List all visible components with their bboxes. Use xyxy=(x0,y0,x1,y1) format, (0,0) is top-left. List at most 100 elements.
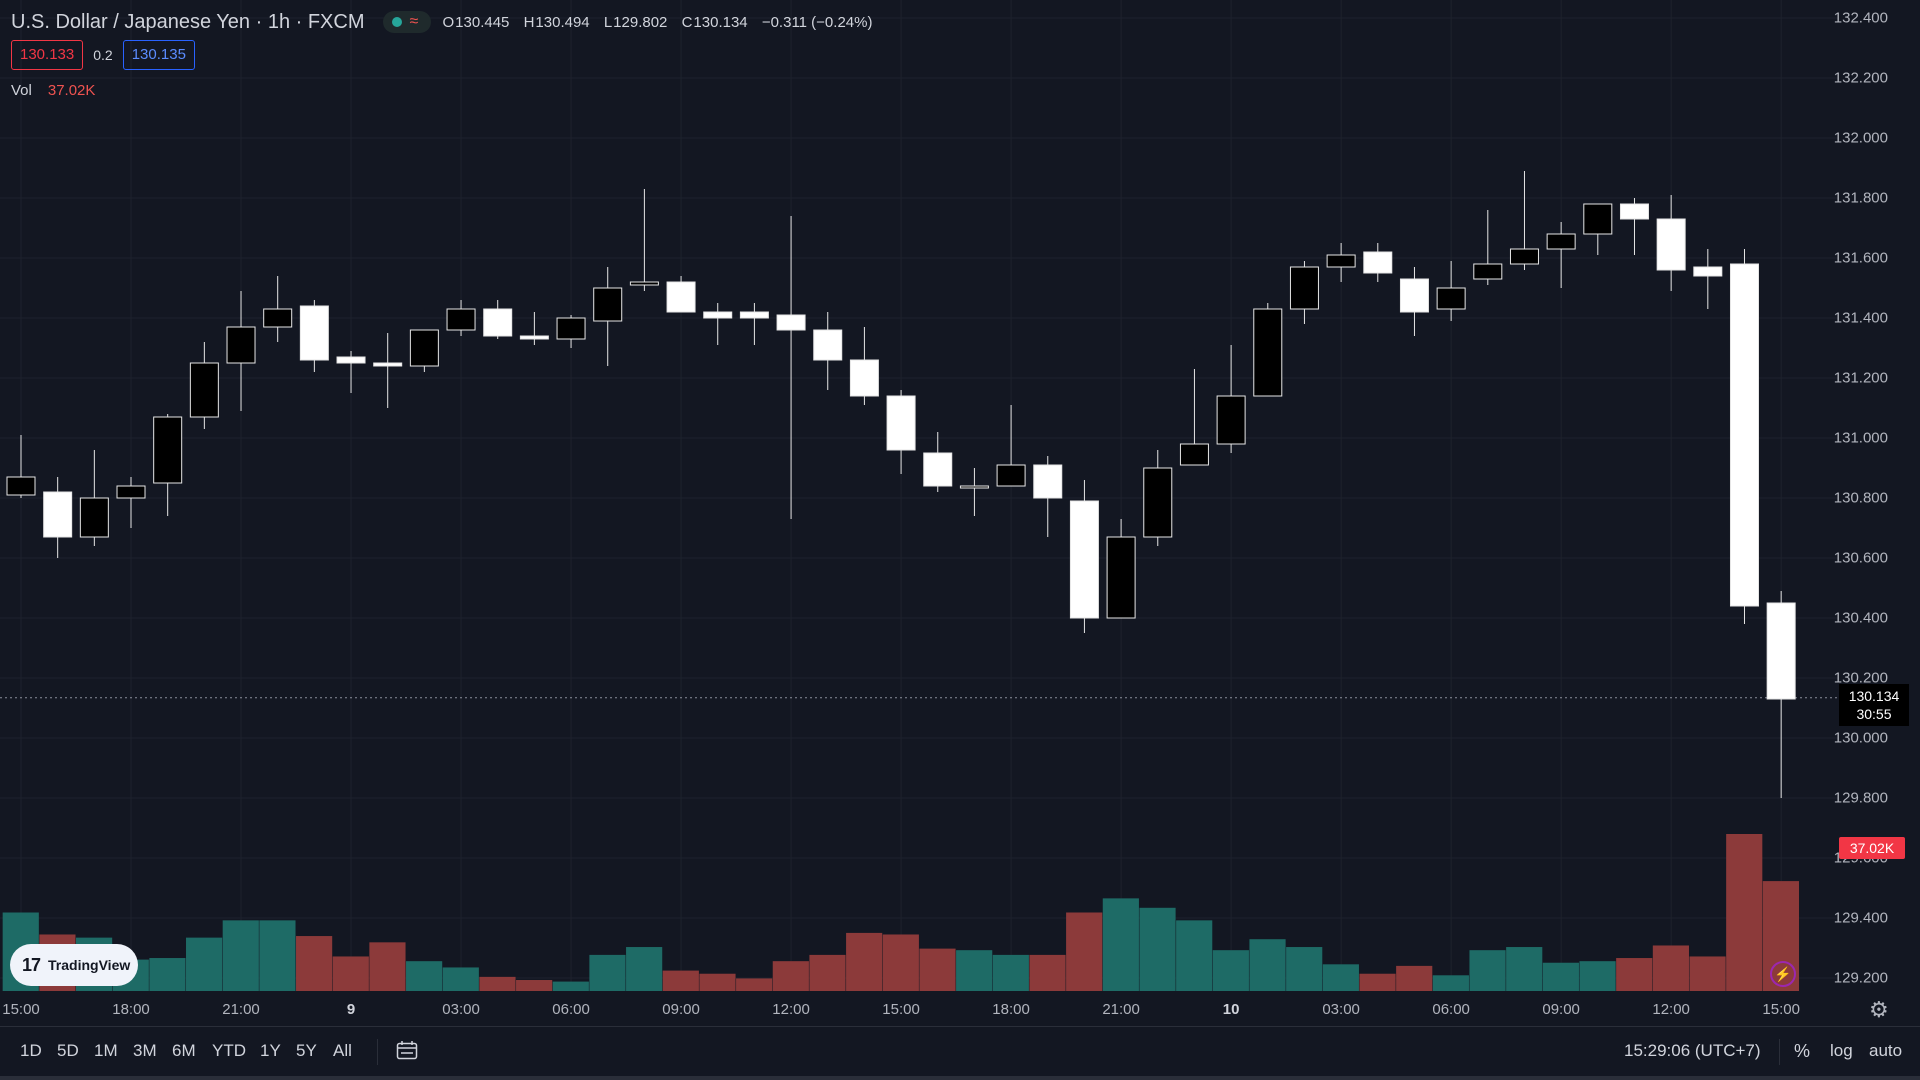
range-ytd-button[interactable]: YTD xyxy=(212,1041,246,1060)
clock-timezone[interactable]: 15:29:06 (UTC+7) xyxy=(1624,1041,1761,1060)
candle xyxy=(1216,345,1246,453)
volume-bar xyxy=(1726,834,1763,991)
candle-body xyxy=(519,335,549,340)
ohlc-high: 130.494 xyxy=(535,13,590,31)
candle-body xyxy=(189,362,219,418)
candle xyxy=(1253,303,1283,397)
candle xyxy=(43,477,73,558)
candle xyxy=(116,477,146,528)
candle-body xyxy=(776,314,806,331)
ohlc-change: −0.311 (−0.24%) xyxy=(761,13,873,31)
candle xyxy=(1729,249,1759,624)
candle xyxy=(189,342,219,429)
range-all-button[interactable]: All xyxy=(333,1041,352,1060)
bar-countdown: 30:55 xyxy=(1856,706,1892,722)
candle xyxy=(1179,369,1209,466)
price-axis-label: 130.600 xyxy=(1833,549,1888,567)
candle xyxy=(1069,480,1099,633)
calendar-range-icon[interactable] xyxy=(396,1040,418,1060)
volume-bar xyxy=(1139,907,1176,991)
volume-bar xyxy=(442,967,479,991)
volume-bar xyxy=(332,956,369,991)
candle-body xyxy=(1766,602,1796,700)
gear-icon[interactable]: ⚙ xyxy=(1869,997,1889,1022)
toolbar-divider xyxy=(1779,1039,1780,1065)
volume-bar xyxy=(1396,965,1433,991)
volume-bar xyxy=(186,937,223,991)
range-5d-button[interactable]: 5D xyxy=(57,1041,79,1060)
candle xyxy=(959,468,989,516)
tradingview-logo[interactable]: 17 TradingView xyxy=(10,944,138,986)
candlestick-chart[interactable] xyxy=(0,0,1920,1026)
ohlc-high-key: H xyxy=(523,13,535,31)
candle xyxy=(739,303,769,345)
range-6m-button[interactable]: 6M xyxy=(172,1041,196,1060)
candle-body xyxy=(336,356,366,364)
candle xyxy=(519,312,549,345)
volume-tag: 37.02K xyxy=(1839,837,1905,859)
candle-body xyxy=(1033,464,1063,499)
ohlc-low: 129.802 xyxy=(613,13,668,31)
candle-body xyxy=(1253,308,1283,397)
candle-body xyxy=(1179,443,1209,466)
candle xyxy=(996,405,1026,487)
volume-bar xyxy=(259,920,296,991)
range-1d-button[interactable]: 1D xyxy=(20,1041,42,1060)
log-scale-button[interactable]: log xyxy=(1830,1041,1853,1060)
candle-body xyxy=(263,308,293,328)
volume-bar xyxy=(992,954,1029,991)
time-axis-label: 10 xyxy=(1222,1001,1240,1018)
percent-scale-button[interactable]: % xyxy=(1794,1041,1811,1061)
last-price: 130.134 xyxy=(1848,688,1900,704)
volume-bar xyxy=(1579,961,1616,991)
price-axis-label: 131.800 xyxy=(1833,189,1888,207)
symbol-title[interactable]: U.S. Dollar / Japanese Yen · 1h · FXCM xyxy=(11,10,365,33)
market-status-pill[interactable]: ≈ xyxy=(382,11,431,33)
auto-scale-button[interactable]: auto xyxy=(1869,1041,1903,1060)
volume-bar xyxy=(699,973,736,991)
trade-buttons: 130.133 0.2 130.135 xyxy=(11,40,195,70)
candle xyxy=(1143,450,1173,546)
candle-body xyxy=(1106,536,1136,619)
lightning-bolt-icon[interactable]: ⚡ xyxy=(1770,961,1796,987)
candle xyxy=(813,312,843,390)
volume-bar xyxy=(1029,954,1066,991)
candle-body xyxy=(1326,254,1356,268)
candle xyxy=(886,390,916,474)
candle-body xyxy=(886,395,916,451)
data-delay-icon: ≈ xyxy=(409,13,419,30)
candle-body xyxy=(556,317,586,340)
candle xyxy=(153,414,183,516)
range-5y-button[interactable]: 5Y xyxy=(296,1041,317,1060)
range-1m-button[interactable]: 1M xyxy=(94,1041,118,1060)
volume-bar xyxy=(956,950,993,991)
sell-button[interactable]: 130.133 xyxy=(11,40,84,70)
volume-bar xyxy=(919,948,956,991)
symbol-legend[interactable]: U.S. Dollar / Japanese Yen · 1h · FXCM ≈… xyxy=(11,8,872,36)
buy-button[interactable]: 130.135 xyxy=(122,40,195,70)
candle xyxy=(1509,171,1539,270)
candle xyxy=(1436,261,1466,321)
price-axis-label: 131.200 xyxy=(1833,369,1888,387)
candle xyxy=(666,276,696,313)
volume-legend[interactable]: Vol 37.02K xyxy=(11,79,95,101)
time-axis-label: 15:00 xyxy=(1762,1001,1800,1018)
time-axis-label: 18:00 xyxy=(992,1001,1030,1018)
time-axis-label: 09:00 xyxy=(662,1001,700,1018)
range-3m-button[interactable]: 3M xyxy=(133,1041,157,1060)
candle-body xyxy=(923,452,953,487)
candle xyxy=(1546,222,1576,288)
candle-body xyxy=(739,311,769,319)
volume-bar xyxy=(1689,956,1726,991)
volume-bar xyxy=(296,936,333,991)
price-axis-label: 130.000 xyxy=(1833,729,1888,747)
candle-body xyxy=(6,476,36,496)
ohlc-open: 130.445 xyxy=(455,13,510,31)
volume-bar xyxy=(1176,920,1213,991)
volume-bar xyxy=(222,920,259,991)
candle-body xyxy=(1656,218,1686,271)
volume-bar xyxy=(1286,947,1323,991)
time-axis-label: 12:00 xyxy=(772,1001,810,1018)
range-1y-button[interactable]: 1Y xyxy=(260,1041,281,1060)
candle xyxy=(483,300,513,339)
